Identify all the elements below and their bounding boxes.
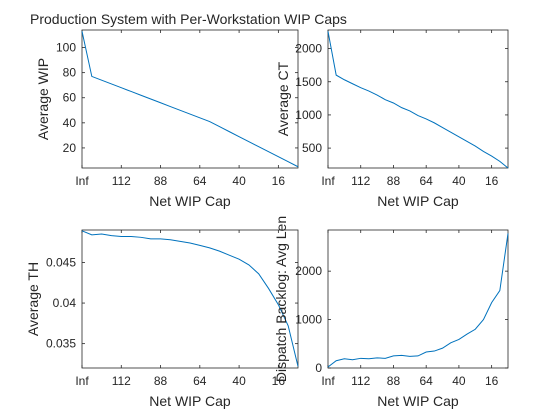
bottom-right-y-tick-label: 1000: [295, 313, 322, 327]
top-left-y-tick-label: 60: [63, 91, 77, 105]
bottom-right-x-tick-label: 16: [485, 374, 499, 388]
bottom-left-x-tick-label: 88: [154, 374, 168, 388]
bottom-right-y-tick-label: 0: [315, 361, 322, 375]
top-left-y-tick-label: 20: [63, 141, 77, 155]
top-right-y-tick-label: 1500: [295, 75, 322, 89]
bottom-left-y-axis-label: Average TH: [25, 262, 41, 336]
bottom-left-x-tick-label: Inf: [75, 374, 89, 388]
bottom-left-series-line: [81, 230, 299, 367]
top-right-y-tick-label: 500: [302, 141, 322, 155]
top-left-y-axis-label: Average WIP: [35, 58, 51, 140]
top-left-y-tick-label: 40: [63, 116, 77, 130]
bottom-left-x-tick-label: 16: [272, 374, 286, 388]
top-right-axes-box: [327, 29, 509, 169]
bottom-right-x-tick-label: 40: [452, 374, 466, 388]
bottom-right-x-tick-label: 64: [420, 374, 434, 388]
top-right-series-line: [327, 31, 509, 169]
top-left-series-line: [81, 31, 299, 168]
top-right-subplot: Inf 112 88 64 40 16 500 1000 1500 2000 Net WIP Cap…: [275, 29, 509, 209]
bottom-right-axes-box: [327, 229, 509, 369]
bottom-right-subplot: Inf 112 88 64 40 16 0 1000 2000 Net WIP Cap Dispat…: [273, 216, 509, 409]
top-left-subplot: Inf 112 88 64 40 16 20 40 60 80 100 Net WIP Cap Aver…: [35, 29, 299, 209]
subplot-grid: Inf 112 88 64 40 16 20 40 60 80 100 Net WIP Cap Aver…: [25, 29, 509, 409]
top-right-x-tick-label: Inf: [321, 174, 335, 188]
figure-title: Production System with Per-Workstation W…: [30, 11, 347, 27]
top-right-y-axis-label: Average CT: [275, 61, 291, 136]
bottom-left-x-tick-label: 64: [193, 374, 207, 388]
bottom-left-x-axis-label: Net WIP Cap: [149, 393, 231, 409]
top-left-x-tick-label: 64: [193, 174, 207, 188]
top-right-x-tick-label: 16: [485, 174, 499, 188]
bottom-right-x-tick-label: 112: [351, 374, 370, 388]
top-left-x-tick-label: 112: [112, 174, 131, 188]
top-left-y-tick-label: 80: [63, 66, 77, 80]
bottom-left-y-tick-label: 0.04: [53, 296, 77, 310]
bottom-left-x-tick-label: 40: [232, 374, 246, 388]
bottom-right-x-tick-label: 88: [387, 374, 401, 388]
bottom-left-x-tick-label: 112: [112, 374, 131, 388]
bottom-left-subplot: Inf 112 88 64 40 16 0.035 0.04 0.045 Net WIP Cap A…: [25, 229, 299, 409]
bottom-right-y-tick-label: 2000: [295, 264, 322, 278]
bottom-left-y-tick-label: 0.035: [46, 337, 76, 351]
top-left-axes-box: [81, 29, 299, 169]
top-right-x-tick-label: 40: [452, 174, 466, 188]
top-right-y-tick-label: 1000: [295, 108, 322, 122]
top-left-x-axis-label: Net WIP Cap: [149, 193, 231, 209]
top-left-y-tick-label: 100: [56, 41, 76, 55]
top-right-x-tick-label: 64: [420, 174, 434, 188]
top-left-x-tick-label: Inf: [75, 174, 89, 188]
bottom-left-y-tick-label: 0.045: [46, 255, 76, 269]
top-right-x-axis-label: Net WIP Cap: [377, 193, 459, 209]
top-right-y-tick-label: 2000: [295, 42, 322, 56]
top-left-x-tick-label: 40: [232, 174, 246, 188]
bottom-right-x-tick-label: Inf: [321, 374, 335, 388]
top-left-x-tick-label: 16: [272, 174, 286, 188]
top-right-x-tick-label: 112: [351, 174, 370, 188]
bottom-right-series-line: [327, 233, 509, 368]
bottom-right-y-axis-label: Dispatch Backlog: Avg Len: [273, 216, 289, 382]
top-right-x-tick-label: 88: [387, 174, 401, 188]
bottom-left-axes-box: [81, 229, 299, 369]
bottom-right-x-axis-label: Net WIP Cap: [377, 393, 459, 409]
top-left-x-tick-label: 88: [154, 174, 168, 188]
